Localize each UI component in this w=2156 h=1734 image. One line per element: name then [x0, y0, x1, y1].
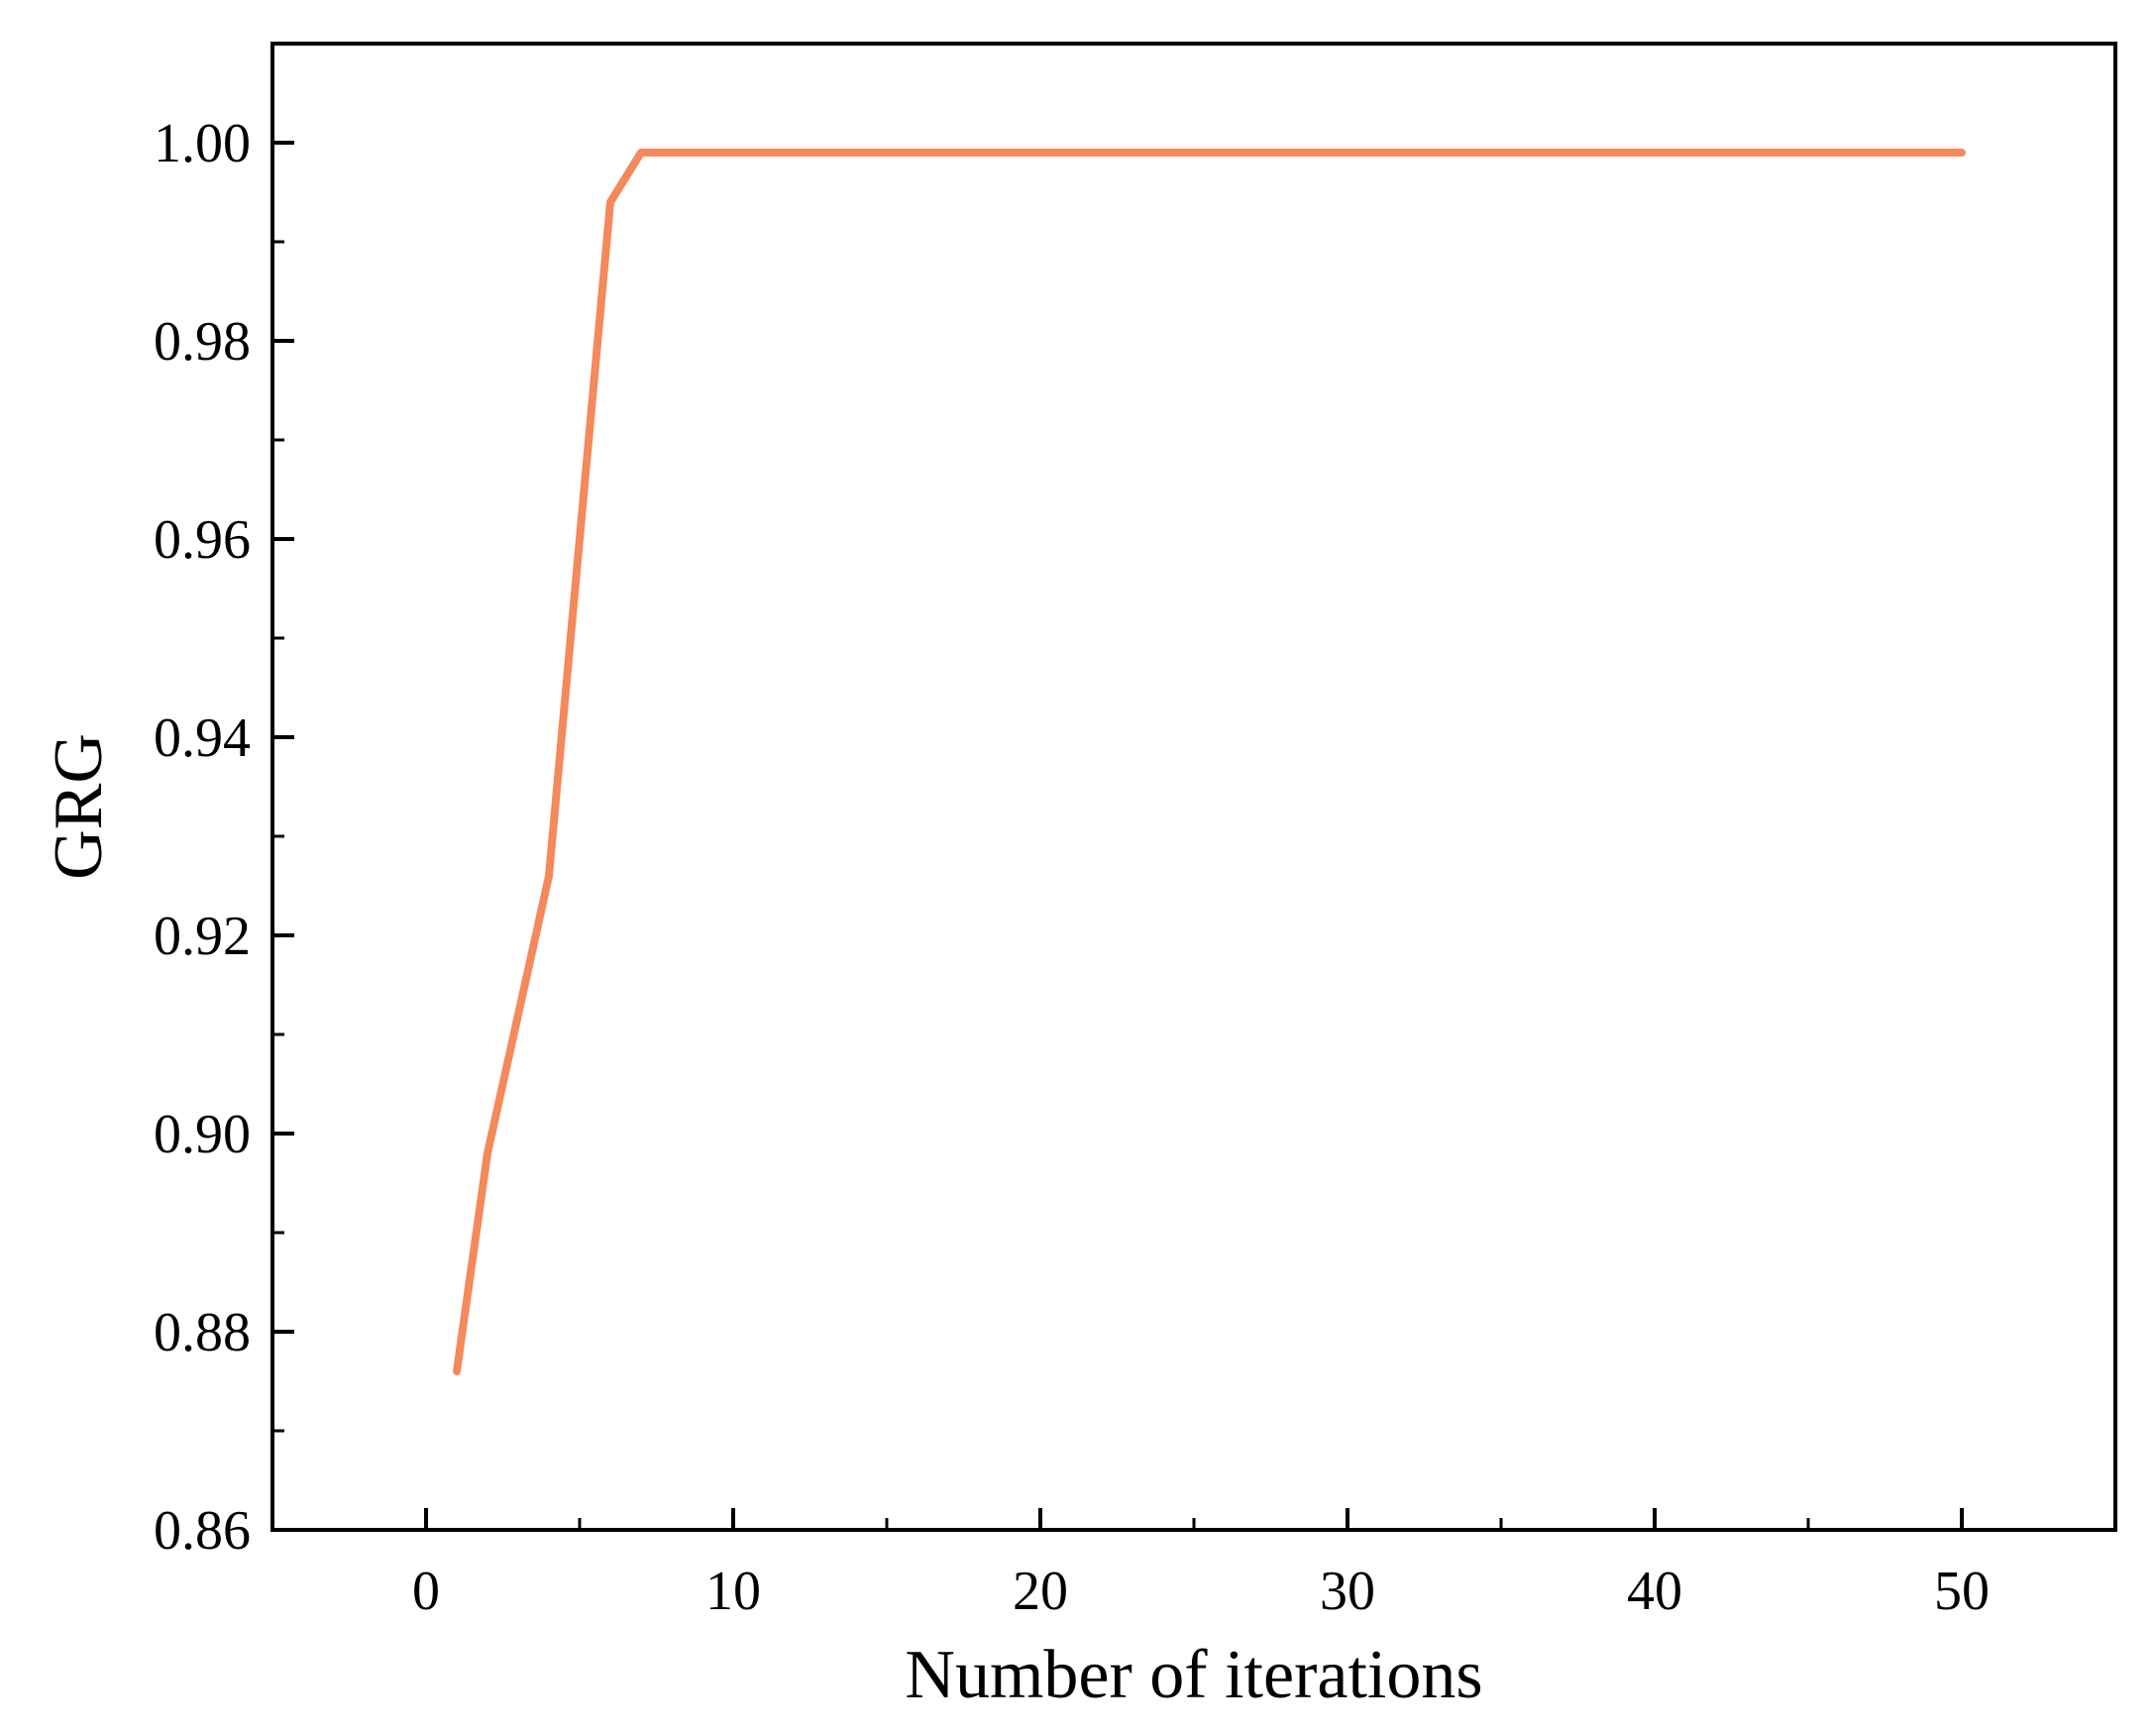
y-tick-label: 0.96 — [154, 509, 251, 571]
x-tick-label: 10 — [705, 1561, 761, 1622]
y-tick-label: 0.86 — [154, 1500, 251, 1562]
x-tick-label: 30 — [1320, 1561, 1375, 1622]
y-tick-label: 0.98 — [154, 311, 251, 373]
y-tick-label: 0.88 — [154, 1302, 251, 1363]
y-tick-label: 0.94 — [154, 707, 251, 769]
x-axis-title: Number of iterations — [905, 1637, 1482, 1713]
x-tick-label: 40 — [1627, 1561, 1682, 1622]
plot-frame — [270, 42, 2117, 1532]
y-axis-title: GRG — [41, 733, 117, 880]
x-tick-label: 20 — [1013, 1561, 1068, 1622]
x-axis-ticks: 0 10 20 30 40 50 — [412, 1508, 1990, 1622]
y-axis-ticks: 0.86 0.88 0.90 0.92 0.94 0.96 0.98 1.00 — [154, 113, 294, 1562]
y-tick-label: 1.00 — [154, 113, 251, 174]
series-layer — [453, 149, 1966, 1375]
series-line — [453, 149, 1966, 1375]
x-tick-label: 0 — [412, 1561, 440, 1622]
x-tick-label: 50 — [1934, 1561, 1990, 1622]
y-tick-label: 0.92 — [154, 906, 251, 967]
y-tick-label: 0.90 — [154, 1104, 251, 1165]
